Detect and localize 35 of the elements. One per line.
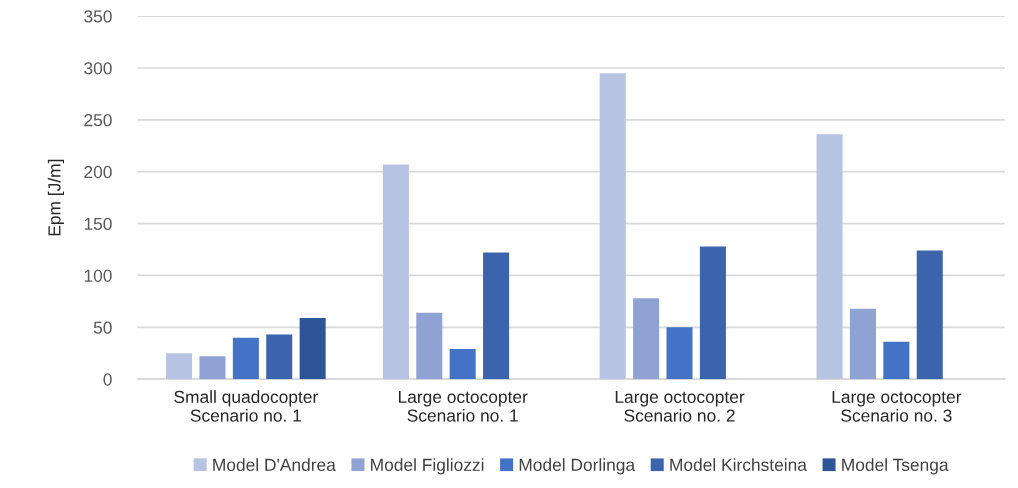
bar <box>883 341 910 380</box>
x-tick-label: Large octocopter Scenario no. 1 <box>398 390 528 422</box>
x-tick-label: Large octocopter Scenario no. 2 <box>615 390 745 422</box>
bar <box>299 317 326 380</box>
bar <box>449 349 476 380</box>
y-tick-label: 300 <box>84 62 112 75</box>
x-tick-label: Large octocopter Scenario no. 3 <box>832 390 962 422</box>
legend-label: Model Kirchsteina <box>670 458 807 471</box>
bar <box>166 353 193 380</box>
bar <box>416 312 443 380</box>
y-tick-label: 250 <box>84 114 112 127</box>
legend-label: Model Figliozzi <box>371 458 484 475</box>
bar <box>699 246 726 380</box>
bar <box>199 356 226 380</box>
x-tick-label: Small quadocopter Scenario no. 1 <box>174 390 318 422</box>
bar <box>232 337 259 380</box>
bar <box>816 134 843 380</box>
y-tick-label: 100 <box>84 269 112 282</box>
bar <box>483 252 510 380</box>
legend-label: Model Dorlinga <box>519 458 636 475</box>
y-tick-label: 200 <box>84 165 112 179</box>
y-tick-label: 50 <box>93 321 112 334</box>
y-tick-label: 150 <box>84 217 112 231</box>
bar <box>916 250 943 380</box>
legend-label: Model D'Andrea <box>213 458 336 471</box>
y-tick-label: 350 <box>84 10 112 23</box>
bar <box>266 334 293 380</box>
bar <box>599 73 626 380</box>
bar <box>633 298 660 380</box>
bar <box>382 164 409 380</box>
legend-label: Model Tsenga <box>842 458 949 475</box>
bar <box>849 308 876 380</box>
y-tick-label: 0 <box>103 373 112 386</box>
bar <box>666 327 693 380</box>
y-axis-title: Epm [J/m] <box>47 159 65 236</box>
